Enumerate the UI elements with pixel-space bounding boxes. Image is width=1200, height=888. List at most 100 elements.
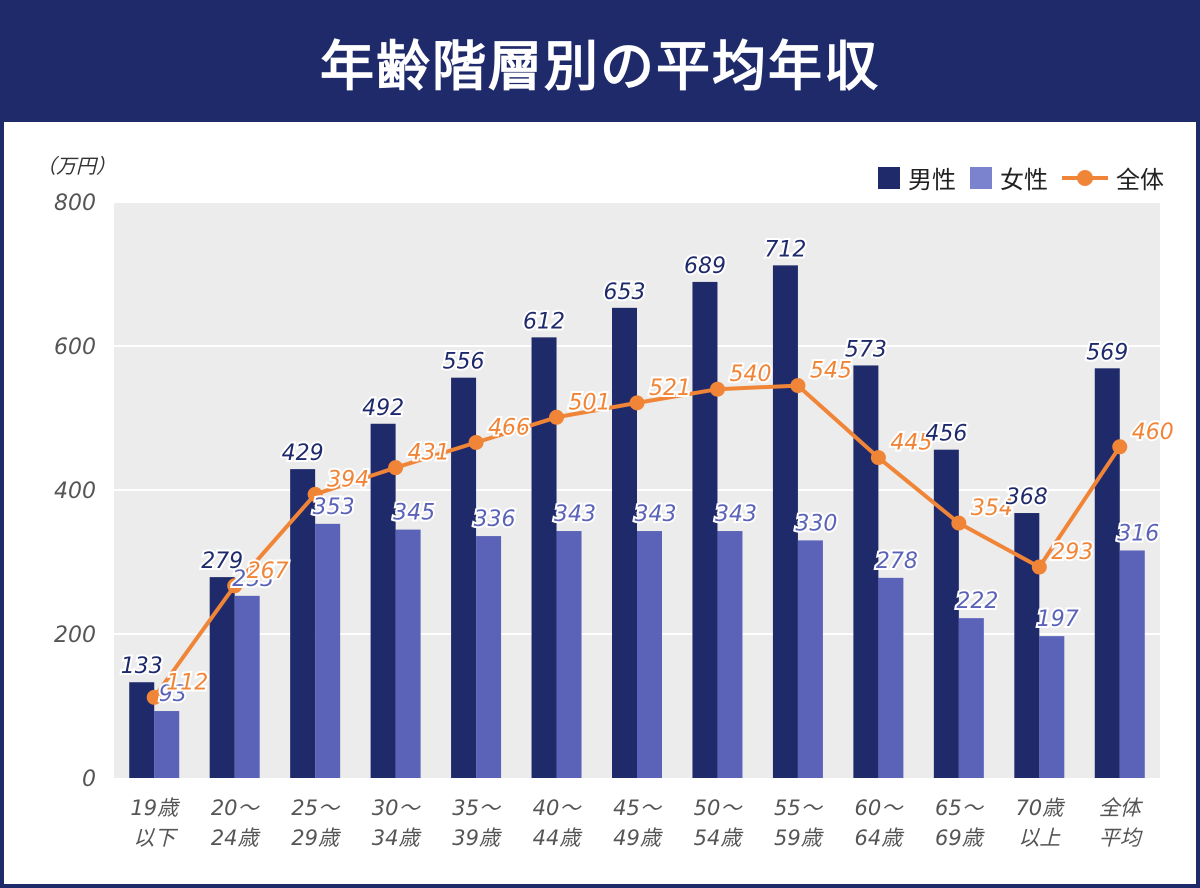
bar-male-9 [853,365,879,778]
label-male-5: 612 [523,309,565,334]
label-total-2: 394 [327,467,369,492]
label-female-5: 343 [554,502,596,527]
legend-item-male: 男性 [878,160,956,195]
bar-male-1 [209,577,235,778]
bar-male-12 [1094,368,1120,778]
bar-female-5 [556,531,582,778]
x-tick-label-6-line1: 45～ [613,796,663,820]
label-total-5: 501 [569,390,611,415]
label-male-2: 429 [282,441,324,466]
title-bar: 年齢階層別の平均年収 [0,0,1200,122]
bar-male-8 [772,265,798,778]
x-tick-label-5-line2: 44歳 [533,826,584,850]
point-total-0 [146,689,162,705]
label-female-11: 197 [1037,607,1079,632]
label-total-11: 293 [1051,540,1093,565]
x-tick-label-2-line2: 29歳 [291,826,342,850]
bar-female-2 [315,523,341,778]
bar-male-10 [933,449,959,778]
bar-female-6 [637,531,662,778]
label-female-6: 343 [635,502,677,527]
bar-female-7 [717,531,743,778]
y-tick-label-400: 400 [54,479,96,504]
legend-label-female: 女性 [1000,166,1048,194]
legend-line-total [1062,167,1108,189]
x-tick-label-6-line2: 49歳 [613,826,664,850]
x-tick-label-1-line1: 20～ [211,796,261,820]
y-tick-label-600: 600 [54,335,96,360]
point-total-5 [549,409,565,425]
point-total-11 [1031,559,1047,575]
x-tick-label-9-line2: 64歳 [855,826,906,850]
point-total-8 [790,378,806,394]
point-total-12 [1112,439,1128,455]
label-male-8: 712 [764,237,806,262]
x-tick-label-11-line2: 以上 [1018,826,1061,850]
label-male-0: 133 [121,654,163,679]
label-total-12: 460 [1132,420,1174,445]
x-tick-label-5-line1: 40～ [533,796,583,820]
label-female-10: 222 [956,589,998,614]
label-male-4: 556 [443,350,485,375]
x-tick-label-0-line2: 以下 [133,826,178,850]
bar-female-8 [797,540,823,778]
label-total-9: 445 [890,431,932,456]
legend-label-total: 全体 [1116,166,1164,194]
x-tick-label-2-line1: 25～ [291,796,341,820]
point-total-10 [951,515,967,531]
label-female-1: 253 [232,567,274,592]
bar-male-7 [692,281,718,778]
legend-item-female: 女性 [970,160,1048,195]
legend-item-total: 全体 [1062,160,1164,195]
bar-female-4 [476,536,502,778]
x-tick-label-7-line2: 54歳 [694,826,745,850]
bar-female-0 [154,711,180,778]
bar-female-9 [878,577,904,778]
label-female-3: 345 [393,501,435,526]
chart-title: 年齢階層別の平均年収 [320,34,880,98]
x-tick-label-4-line2: 39歳 [452,826,503,850]
x-tick-label-7-line1: 50～ [694,796,744,820]
x-tick-label-4-line1: 35～ [452,796,502,820]
x-tick-label-8-line1: 55～ [774,796,824,820]
bar-female-11 [1039,636,1065,778]
x-tick-label-12-line1: 全体 [1099,796,1144,820]
label-male-9: 573 [845,337,887,362]
label-female-0: 93 [159,682,187,707]
x-tick-label-9-line1: 60～ [855,796,905,820]
y-tick-label-0: 0 [82,767,96,792]
legend-swatch-female [970,166,992,189]
label-total-6: 521 [649,376,691,401]
label-female-4: 336 [474,507,516,532]
label-male-1: 279 [201,549,243,574]
point-total-1 [227,578,243,594]
bar-female-10 [958,618,984,778]
x-tick-label-3-line2: 34歳 [372,826,423,850]
label-male-10: 456 [925,422,967,447]
y-tick-label-800: 800 [54,191,96,216]
bar-male-6 [612,307,637,778]
x-tick-label-11-line1: 70歳 [1015,796,1066,820]
label-female-8: 330 [795,511,837,536]
label-male-12: 569 [1086,340,1128,365]
label-female-2: 353 [313,495,355,520]
label-male-3: 492 [362,396,404,421]
x-tick-label-12-line2: 平均 [1099,826,1144,850]
label-total-3: 431 [408,441,450,466]
label-female-7: 343 [715,502,757,527]
y-tick-label-200: 200 [54,623,96,648]
legend: 男性 女性 全体 [878,160,1164,195]
legend-label-male: 男性 [908,166,956,194]
point-total-6 [629,395,645,411]
label-female-9: 278 [876,549,918,574]
x-tick-label-0-line1: 19歳 [130,796,181,820]
bar-male-5 [531,337,557,778]
bar-male-3 [370,423,396,778]
label-total-8: 545 [810,359,852,384]
point-total-9 [870,450,886,466]
x-tick-label-3-line1: 30～ [372,796,422,820]
label-total-4: 466 [488,415,530,440]
y-axis-unit: （万円） [36,154,116,178]
point-total-4 [468,434,484,450]
